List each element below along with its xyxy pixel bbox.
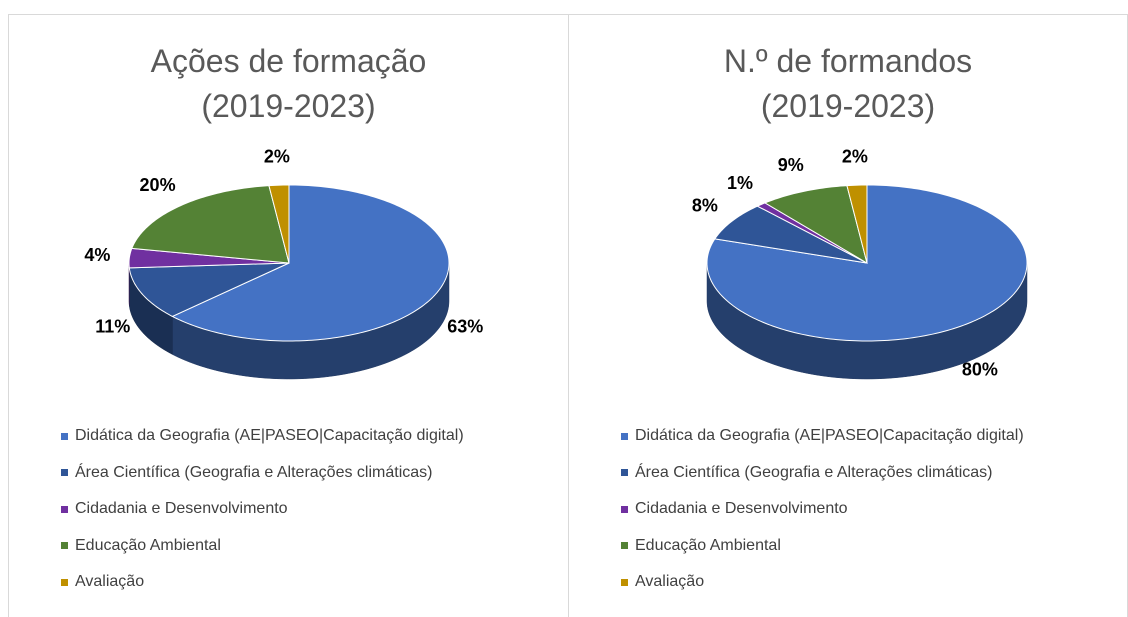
data-labels: 63% 11% 4% 20% 2% — [84, 147, 483, 337]
legend-item: Área Científica (Geografia e Alterações … — [621, 455, 1024, 492]
legend-item: Cidadania e Desenvolvimento — [621, 491, 1024, 528]
pie-tops — [706, 184, 1028, 342]
legend-swatch — [61, 578, 68, 586]
data-label: 2% — [842, 147, 868, 167]
legend-label: Cidadania e Desenvolvimento — [75, 500, 288, 518]
data-label: 1% — [727, 173, 753, 193]
chart-panel: N.º de formandos (2019-2023) 80% 8% 1% 9% 2% D… — [568, 14, 1128, 617]
legend-swatch — [61, 542, 68, 550]
pie-tops — [128, 184, 450, 342]
data-label: 63% — [447, 316, 483, 336]
data-label: 9% — [778, 155, 804, 175]
pie-slice — [171, 184, 450, 342]
pie-chart: 63% 11% 4% 20% 2% — [84, 147, 483, 380]
chart-title: Ações de formação (2019-2023) — [150, 43, 427, 124]
legend-item: Educação Ambiental — [621, 528, 1024, 565]
pie-chart: 80% 8% 1% 9% 2% — [692, 147, 1028, 380]
chart-panel: Ações de formação (2019-2023) 63% 11% 4% 20%… — [8, 14, 569, 617]
legend-swatch — [621, 469, 628, 477]
legend: Didática da Geografia (AE|PASEO|Capacita… — [61, 418, 464, 601]
legend-label: Cidadania e Desenvolvimento — [635, 500, 848, 518]
legend-label: Didática da Geografia (AE|PASEO|Capacita… — [635, 427, 1024, 445]
pie-slice — [128, 247, 290, 269]
data-label: 80% — [962, 360, 998, 380]
data-labels: 80% 8% 1% 9% 2% — [692, 147, 998, 380]
legend-item: Avaliação — [621, 564, 1024, 601]
legend-label: Área Científica (Geografia e Alterações … — [75, 463, 433, 481]
legend-label: Área Científica (Geografia e Alterações … — [635, 463, 993, 481]
pie-slice — [713, 205, 868, 264]
legend-item: Didática da Geografia (AE|PASEO|Capacita… — [61, 418, 464, 455]
pie-slice — [268, 184, 290, 264]
legend-swatch — [61, 432, 68, 440]
pie-slice — [763, 185, 868, 265]
data-label: 11% — [95, 316, 130, 336]
legend-label: Avaliação — [75, 573, 145, 591]
data-label: 4% — [84, 245, 110, 265]
data-label: 2% — [264, 147, 290, 167]
legend-swatch — [621, 432, 628, 440]
pie-slice — [846, 184, 868, 264]
legend-label: Avaliação — [635, 573, 705, 591]
legend-item: Cidadania e Desenvolvimento — [61, 491, 464, 528]
legend-swatch — [61, 505, 68, 513]
data-label: 20% — [140, 175, 176, 195]
legend-label: Educação Ambiental — [635, 536, 781, 554]
data-label: 8% — [692, 195, 718, 215]
legend: Didática da Geografia (AE|PASEO|Capacita… — [621, 418, 1024, 601]
legend-label: Didática da Geografia (AE|PASEO|Capacita… — [75, 427, 464, 445]
chart-title: N.º de formandos (2019-2023) — [723, 43, 973, 124]
pie-slice — [131, 185, 290, 264]
legend-label: Educação Ambiental — [75, 536, 221, 554]
legend-swatch — [61, 469, 68, 477]
legend-item: Área Científica (Geografia e Alterações … — [61, 455, 464, 492]
legend-item: Educação Ambiental — [61, 528, 464, 565]
pie-slice — [128, 262, 290, 317]
legend-item: Didática da Geografia (AE|PASEO|Capacita… — [621, 418, 1024, 455]
legend-swatch — [621, 578, 628, 586]
legend-item: Avaliação — [61, 564, 464, 601]
legend-swatch — [621, 505, 628, 513]
legend-swatch — [621, 542, 628, 550]
